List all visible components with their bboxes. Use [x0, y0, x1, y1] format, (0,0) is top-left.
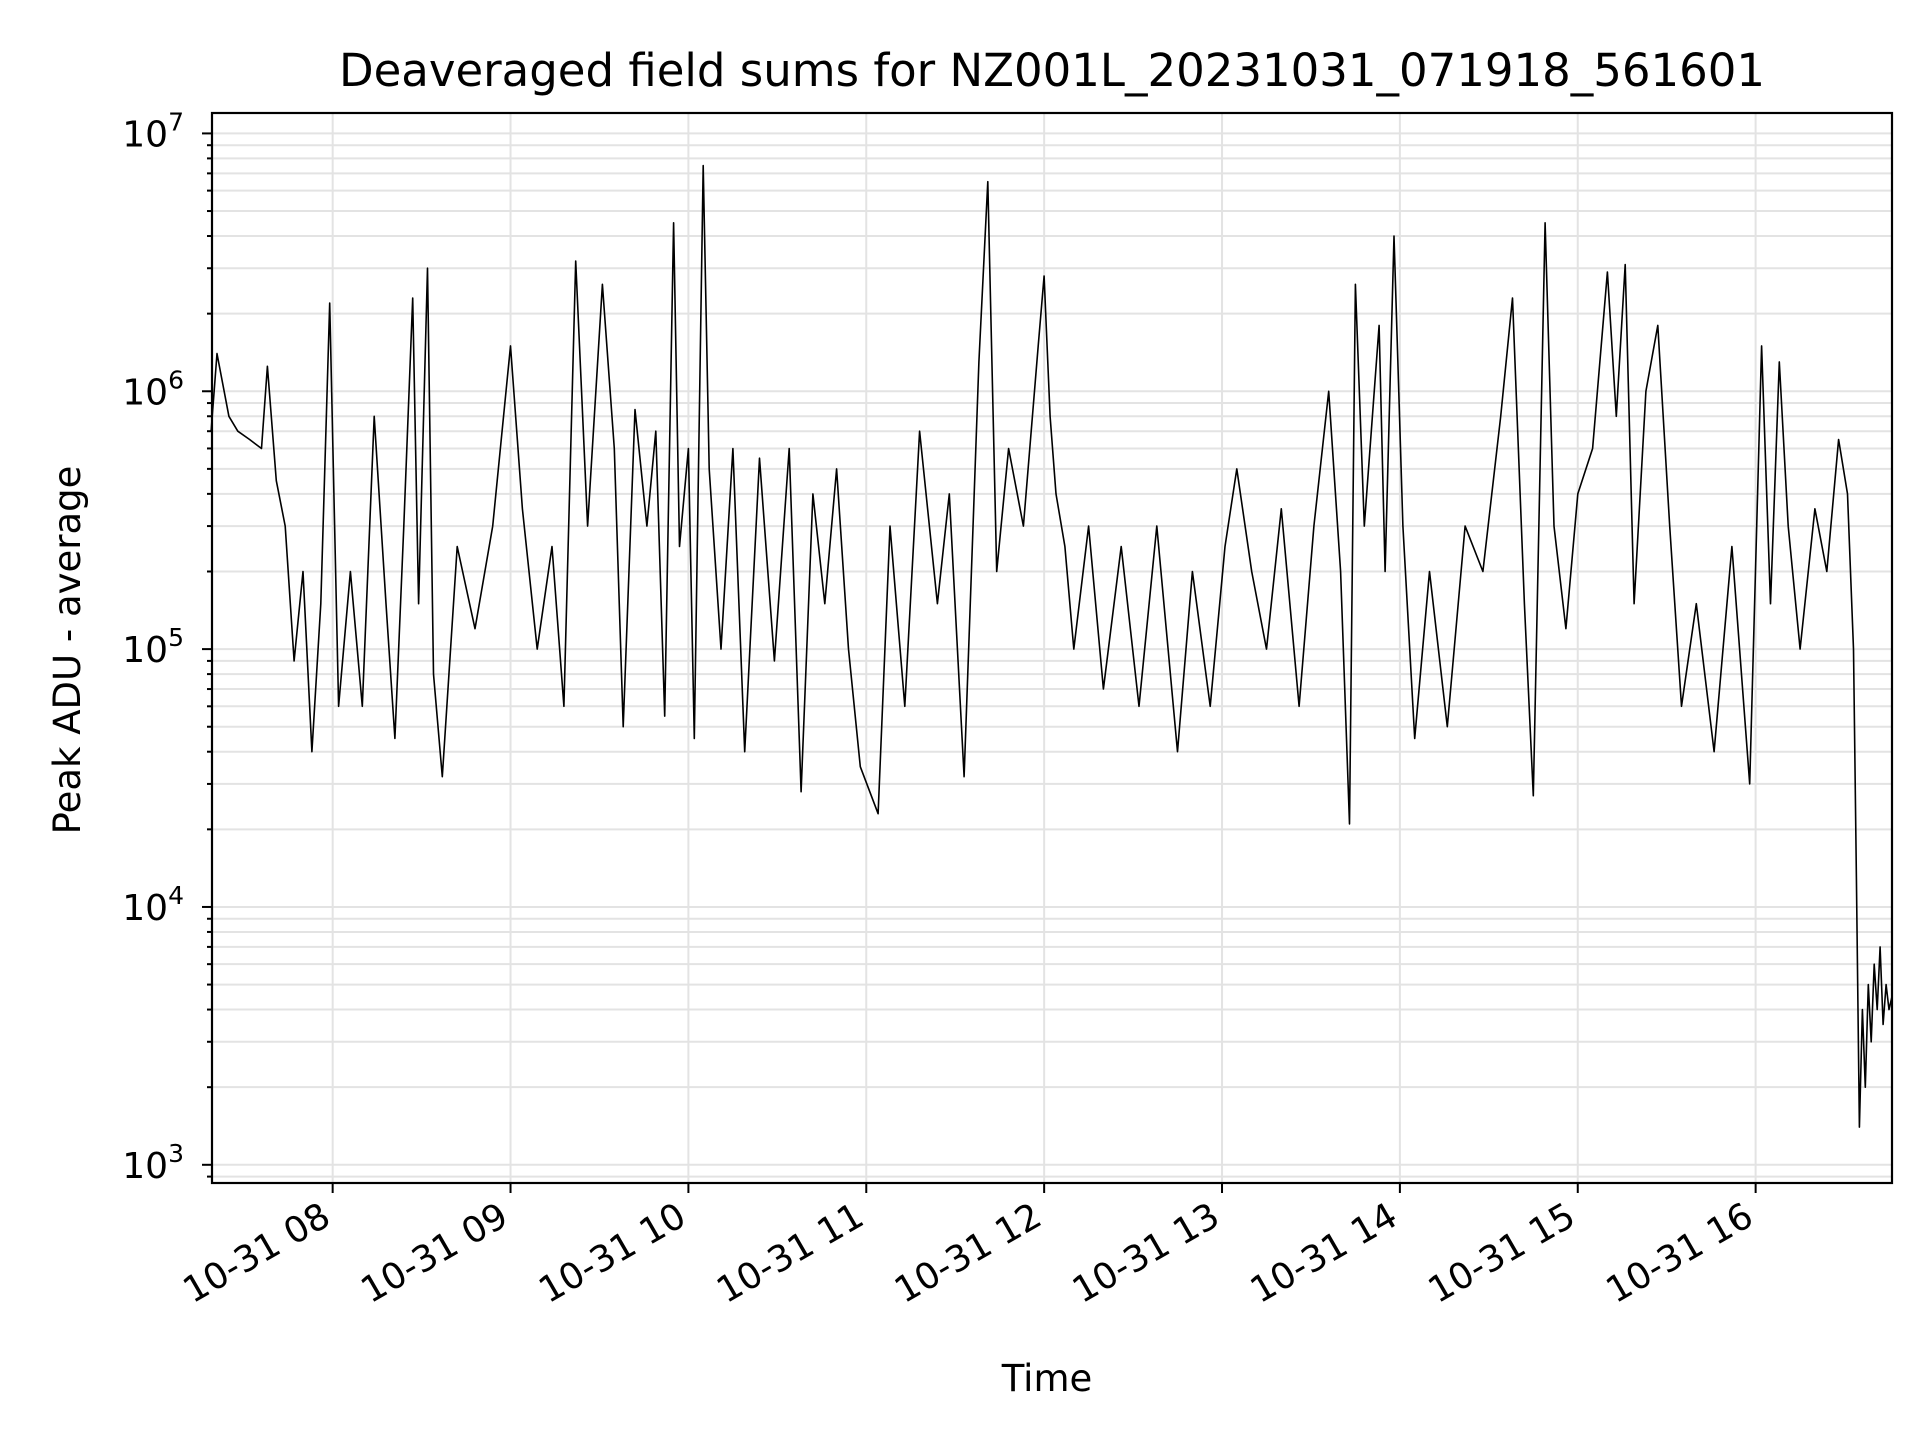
y-tick-exponent: 3 — [168, 1139, 184, 1168]
y-tick-exponent: 5 — [168, 623, 184, 652]
y-tick-base: 10 — [122, 630, 168, 671]
y-tick-base: 10 — [122, 372, 168, 413]
y-tick-label: 104 — [122, 881, 184, 929]
y-tick-base: 10 — [122, 114, 168, 155]
y-axis-title: Peak ADU - average — [46, 466, 89, 835]
y-tick-base: 10 — [122, 888, 168, 929]
series-layer — [210, 164, 1893, 1128]
y-tick-label: 105 — [122, 623, 184, 671]
chart-title: Deaveraged field sums for NZ001L_2023103… — [339, 44, 1765, 97]
y-tick-exponent: 6 — [168, 365, 184, 394]
y-tick-base: 10 — [122, 1146, 168, 1187]
y-tick-label: 106 — [122, 365, 184, 413]
y-tick-exponent: 4 — [168, 881, 184, 910]
y-tick-label: 107 — [122, 107, 184, 155]
x-axis-title: Time — [1001, 1357, 1093, 1400]
grid — [212, 113, 1892, 1183]
series-line — [210, 164, 1893, 1128]
y-tick-label: 103 — [122, 1139, 184, 1187]
plot-frame — [210, 111, 1894, 1185]
y-tick-exponent: 7 — [168, 107, 184, 136]
